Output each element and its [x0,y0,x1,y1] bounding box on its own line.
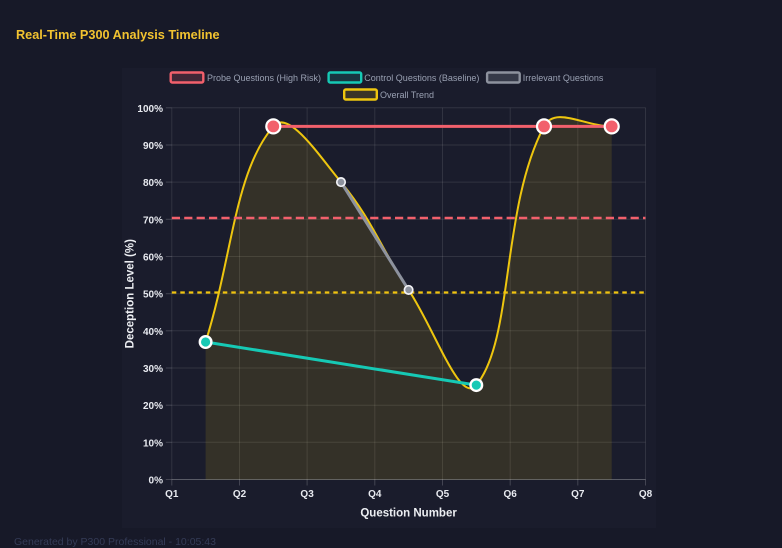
svg-text:Deception Level (%): Deception Level (%) [125,239,137,348]
svg-text:Q6: Q6 [504,489,518,500]
svg-text:0%: 0% [149,476,164,487]
svg-text:40%: 40% [143,327,163,338]
svg-text:70%: 70% [143,215,163,226]
svg-text:Q4: Q4 [368,489,382,500]
svg-text:60%: 60% [143,253,163,264]
svg-text:Question Number: Question Number [360,508,457,520]
svg-text:Overall Trend: Overall Trend [380,90,434,100]
svg-text:80%: 80% [143,178,163,189]
svg-text:Q1: Q1 [165,489,179,500]
svg-text:Q7: Q7 [571,489,585,500]
svg-text:30%: 30% [143,364,163,375]
svg-text:Q8: Q8 [639,489,653,500]
svg-text:Probe Questions (High Risk): Probe Questions (High Risk) [207,73,321,83]
svg-text:20%: 20% [143,401,163,412]
svg-text:Q5: Q5 [436,489,450,500]
svg-text:90%: 90% [143,141,163,152]
svg-text:Q2: Q2 [233,489,247,500]
svg-text:100%: 100% [137,104,163,115]
svg-text:50%: 50% [143,290,163,301]
svg-text:Irrelevant Questions: Irrelevant Questions [523,73,604,83]
svg-text:Control Questions (Baseline): Control Questions (Baseline) [364,73,479,83]
svg-text:Q3: Q3 [300,489,314,500]
svg-text:10%: 10% [143,438,163,449]
